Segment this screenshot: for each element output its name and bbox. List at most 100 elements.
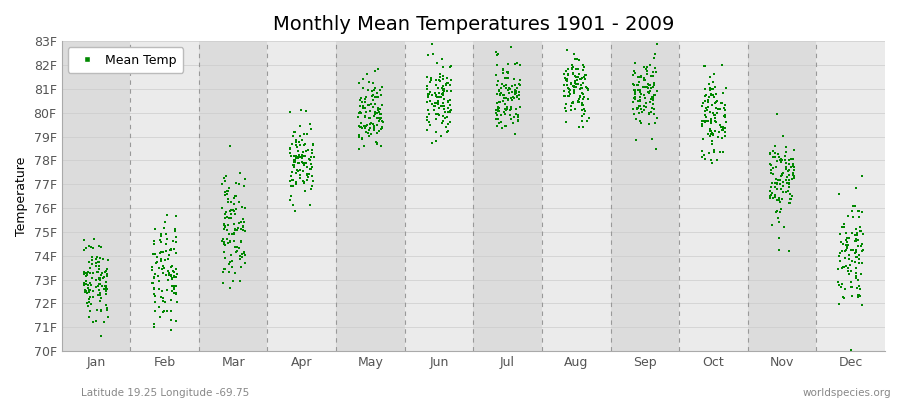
Point — [93, 255, 107, 261]
Point — [100, 257, 114, 263]
Point — [787, 172, 801, 178]
Point — [430, 84, 445, 91]
Point — [96, 286, 111, 293]
Point — [224, 252, 238, 258]
Point — [420, 117, 435, 124]
Point — [285, 168, 300, 175]
Point — [648, 120, 662, 127]
Point — [89, 260, 104, 266]
Point — [436, 99, 450, 106]
Point — [82, 314, 96, 321]
Point — [99, 286, 113, 293]
Point — [84, 282, 98, 288]
Point — [563, 103, 578, 109]
Point — [420, 127, 435, 134]
Point — [855, 241, 869, 248]
Point — [634, 108, 649, 115]
Point — [372, 128, 386, 134]
Point — [145, 267, 159, 274]
Point — [832, 258, 847, 264]
Point — [169, 298, 184, 305]
Point — [237, 250, 251, 256]
Point — [775, 170, 789, 176]
Point — [369, 122, 383, 129]
Point — [223, 210, 238, 217]
Point — [644, 88, 658, 95]
Point — [702, 109, 716, 116]
Point — [497, 109, 511, 115]
Point — [76, 237, 91, 243]
Point — [374, 92, 389, 98]
Point — [572, 57, 586, 63]
Point — [707, 112, 722, 118]
Point — [716, 113, 731, 120]
Point — [353, 124, 367, 130]
Point — [627, 87, 642, 94]
Point — [166, 262, 180, 269]
Point — [292, 152, 307, 158]
Point — [718, 119, 733, 126]
Point — [361, 115, 375, 122]
Point — [100, 273, 114, 279]
Point — [508, 82, 522, 89]
Point — [781, 200, 796, 206]
Point — [717, 129, 732, 136]
Point — [217, 241, 231, 247]
Point — [640, 68, 654, 74]
Point — [630, 106, 644, 112]
Point — [165, 288, 179, 294]
Point — [88, 262, 103, 269]
Point — [503, 106, 517, 113]
Point — [852, 214, 867, 220]
Point — [296, 160, 310, 166]
Title: Monthly Mean Temperatures 1901 - 2009: Monthly Mean Temperatures 1901 - 2009 — [273, 15, 674, 34]
Point — [218, 224, 232, 230]
Point — [160, 256, 175, 262]
Point — [648, 65, 662, 72]
Point — [565, 64, 580, 70]
Point — [635, 84, 650, 91]
Point — [428, 77, 443, 84]
Point — [510, 94, 525, 100]
Point — [563, 106, 578, 113]
Point — [432, 90, 446, 96]
Point — [216, 249, 230, 256]
Point — [94, 307, 109, 313]
Point — [499, 74, 513, 81]
Point — [705, 130, 719, 136]
Point — [697, 152, 711, 158]
Point — [306, 142, 320, 148]
Point — [786, 163, 800, 169]
Point — [169, 318, 184, 324]
Point — [359, 109, 374, 116]
Point — [576, 61, 590, 68]
Point — [712, 128, 726, 135]
Point — [716, 90, 730, 96]
Point — [576, 95, 590, 102]
Point — [365, 87, 380, 94]
Point — [509, 59, 524, 66]
Point — [86, 269, 101, 276]
Point — [220, 214, 234, 220]
Point — [428, 102, 442, 109]
Point — [638, 77, 652, 84]
Point — [837, 224, 851, 230]
Point — [289, 142, 303, 149]
Point — [431, 94, 446, 100]
Point — [303, 154, 318, 160]
Point — [294, 154, 309, 160]
Point — [700, 98, 715, 105]
Point — [853, 243, 868, 250]
Point — [764, 170, 778, 176]
Point — [839, 246, 853, 253]
Point — [422, 88, 436, 95]
Point — [626, 98, 640, 105]
Point — [782, 176, 796, 183]
Point — [289, 179, 303, 185]
Point — [167, 268, 182, 275]
Point — [283, 150, 297, 156]
Point — [153, 313, 167, 320]
Point — [368, 101, 382, 108]
Point — [633, 103, 647, 109]
Point — [83, 270, 97, 276]
